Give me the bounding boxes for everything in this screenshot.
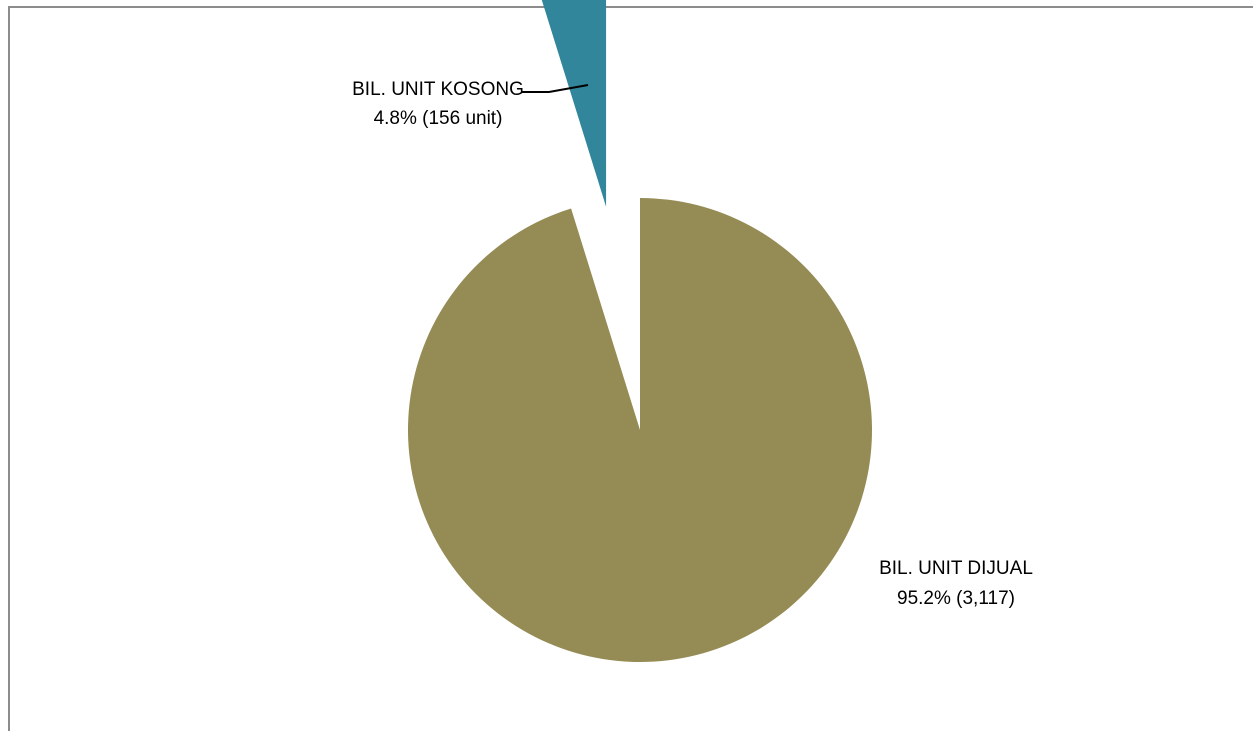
slice-label-kosong-name: BIL. UNIT KOSONG (352, 79, 524, 100)
slice-label-kosong-value: 4.8% (156 unit) (374, 108, 503, 129)
frame-top-border (8, 6, 1253, 8)
slice-label-dijual-name: BIL. UNIT DIJUAL (879, 558, 1033, 579)
leader-line-bil-unit-kosong (521, 84, 589, 93)
pie-slice-bil-unit-dijual (407, 198, 872, 662)
frame-left-border (8, 6, 10, 731)
slice-label-dijual-value: 95.2% (3,117) (897, 588, 1015, 609)
pie-slice-bil-unit-kosong (541, 0, 607, 207)
